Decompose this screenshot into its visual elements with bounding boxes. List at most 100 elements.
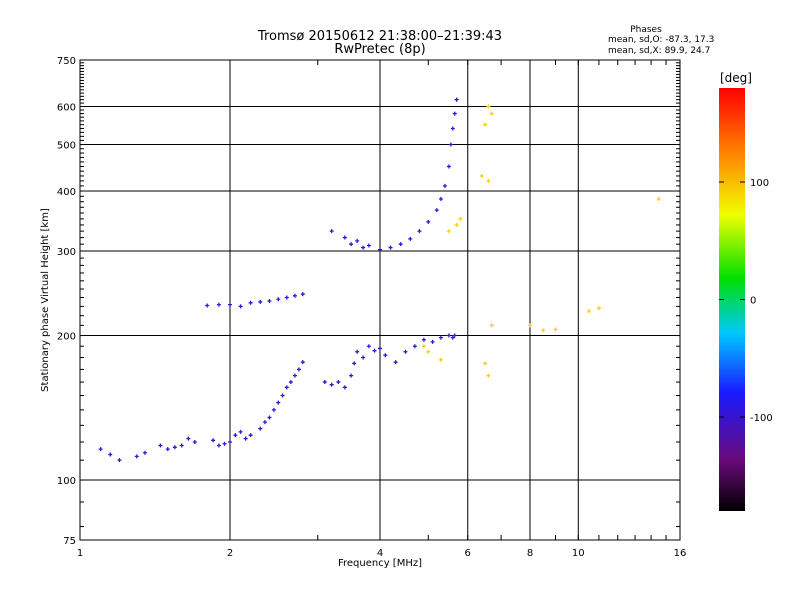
y-tick-label: 300 [57, 247, 76, 258]
data-point [403, 349, 408, 354]
y-tick-label: 750 [57, 56, 76, 67]
y-tick-label: 75 [63, 536, 76, 547]
data-point [336, 380, 341, 385]
data-point [479, 173, 484, 178]
data-point [486, 373, 491, 378]
axis-ticks: 1 2 4 6 8 10 16 75 100 200 300 400 500 600 750 [57, 56, 686, 559]
data-point [378, 346, 382, 351]
data-point [349, 242, 354, 247]
colorbar-ticks: 100 0 -100 [719, 178, 773, 424]
data-point [179, 443, 184, 448]
data-point [349, 373, 354, 378]
data-point [486, 178, 491, 183]
data-point [446, 333, 451, 338]
data-point [489, 111, 494, 116]
data-point [372, 348, 377, 353]
y-tick-label: 600 [57, 103, 76, 114]
data-point [417, 229, 422, 234]
x-axis-label: Frequency [MHz] [338, 558, 422, 569]
data-point [216, 302, 221, 307]
y-tick-label: 100 [57, 476, 76, 487]
data-point [426, 219, 431, 224]
data-point [276, 400, 281, 405]
stats-line-x: mean, sd,X: 89.9, 24.7 [608, 46, 710, 56]
data-point [192, 440, 197, 445]
data-point [134, 454, 139, 459]
data-point [355, 238, 360, 243]
data-point [454, 97, 459, 102]
data-point [165, 447, 170, 452]
data-point [292, 373, 297, 378]
data-point [288, 380, 293, 385]
data-point [450, 335, 455, 340]
data-point [296, 367, 301, 372]
stats-heading: Phases [630, 25, 662, 35]
data-point [267, 415, 272, 420]
data-point [342, 235, 347, 240]
data-point [186, 436, 191, 441]
data-point [541, 328, 546, 333]
data-point [228, 302, 232, 307]
data-point [458, 216, 463, 221]
data-point [238, 304, 243, 309]
x-tick-label: 6 [465, 548, 471, 559]
data-point [280, 393, 285, 398]
data-point [383, 353, 388, 358]
data-point [216, 443, 221, 448]
colorbar-label: [deg] [720, 71, 752, 85]
data-point [426, 349, 431, 354]
data-point [284, 385, 289, 390]
data-point [271, 407, 276, 412]
y-tick-label: 500 [57, 141, 76, 152]
data-point [142, 450, 147, 455]
data-point [211, 438, 216, 443]
data-point [446, 164, 451, 169]
data-point [284, 295, 289, 300]
data-point [408, 236, 413, 241]
data-point [243, 436, 248, 441]
data-point [454, 222, 459, 227]
x-tick-label: 10 [572, 548, 585, 559]
data-point [412, 344, 417, 349]
chart-title: Tromsø 20150612 21:38:00–21:39:43 [257, 29, 502, 44]
data-point [366, 243, 371, 248]
data-point [292, 293, 297, 298]
data-point [108, 452, 113, 457]
data-points [98, 97, 661, 463]
data-point [267, 299, 272, 304]
data-point [434, 208, 439, 213]
data-point [421, 337, 426, 342]
data-point [361, 355, 366, 360]
data-point [342, 385, 347, 390]
colorbar-tick-label: 100 [750, 178, 769, 189]
data-point [393, 360, 398, 365]
data-point [438, 357, 443, 362]
data-point [233, 433, 238, 438]
data-point [388, 245, 393, 250]
data-point [262, 420, 267, 425]
data-point [366, 344, 371, 349]
data-point [438, 197, 443, 202]
data-point [322, 380, 327, 385]
data-point [486, 104, 491, 109]
data-point [300, 292, 305, 297]
data-point [276, 297, 281, 302]
data-point [483, 361, 488, 366]
data-point [300, 360, 305, 365]
grid-lines [80, 60, 680, 540]
x-tick-label: 2 [227, 548, 233, 559]
data-point [553, 327, 558, 332]
data-point [446, 229, 451, 234]
data-point [656, 197, 661, 202]
data-point [438, 335, 443, 340]
x-tick-label: 8 [527, 548, 533, 559]
data-point [398, 242, 403, 247]
data-point [117, 458, 122, 463]
data-point [238, 429, 243, 434]
colorbar-tick-label: -100 [750, 413, 773, 424]
data-point [442, 183, 447, 188]
colorbar-tick-label: 0 [750, 296, 756, 307]
data-point [483, 122, 488, 127]
data-point [228, 440, 232, 445]
